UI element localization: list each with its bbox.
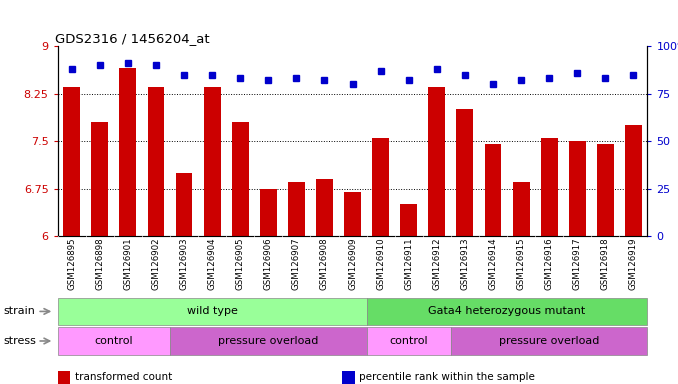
Text: GSM126903: GSM126903 <box>180 237 188 290</box>
Text: GSM126912: GSM126912 <box>433 237 441 290</box>
Text: GDS2316 / 1456204_at: GDS2316 / 1456204_at <box>55 32 210 45</box>
Text: stress: stress <box>3 336 36 346</box>
Text: GSM126914: GSM126914 <box>489 237 498 290</box>
Text: GSM126902: GSM126902 <box>151 237 161 290</box>
Text: pressure overload: pressure overload <box>499 336 599 346</box>
Bar <box>372 138 389 236</box>
Text: wild type: wild type <box>186 306 237 316</box>
Text: GSM126910: GSM126910 <box>376 237 385 290</box>
Bar <box>428 87 445 236</box>
Text: Gata4 heterozygous mutant: Gata4 heterozygous mutant <box>428 306 586 316</box>
Text: GSM126904: GSM126904 <box>207 237 216 290</box>
Text: GSM126909: GSM126909 <box>348 237 357 290</box>
Text: percentile rank within the sample: percentile rank within the sample <box>359 372 535 382</box>
Bar <box>625 125 642 236</box>
Bar <box>260 189 277 236</box>
Text: transformed count: transformed count <box>75 372 172 382</box>
Text: GSM126895: GSM126895 <box>67 237 76 290</box>
Bar <box>541 138 557 236</box>
Text: GSM126917: GSM126917 <box>573 237 582 290</box>
Text: GSM126915: GSM126915 <box>517 237 525 290</box>
Bar <box>63 87 80 236</box>
Text: GSM126918: GSM126918 <box>601 237 610 290</box>
Bar <box>176 173 193 236</box>
Bar <box>119 68 136 236</box>
Bar <box>92 122 108 236</box>
Text: GSM126905: GSM126905 <box>236 237 245 290</box>
Bar <box>232 122 249 236</box>
Text: GSM126901: GSM126901 <box>123 237 132 290</box>
Bar <box>400 205 417 236</box>
Bar <box>485 144 502 236</box>
Text: control: control <box>94 336 133 346</box>
Bar <box>513 182 530 236</box>
Bar <box>203 87 220 236</box>
Text: GSM126907: GSM126907 <box>292 237 301 290</box>
Bar <box>456 109 473 236</box>
Text: pressure overload: pressure overload <box>218 336 319 346</box>
Text: GSM126911: GSM126911 <box>404 237 413 290</box>
Bar <box>288 182 305 236</box>
Text: control: control <box>389 336 428 346</box>
Text: GSM126919: GSM126919 <box>629 237 638 290</box>
Bar <box>316 179 333 236</box>
Text: GSM126916: GSM126916 <box>544 237 554 290</box>
Bar <box>148 87 164 236</box>
Text: GSM126913: GSM126913 <box>460 237 469 290</box>
Bar <box>597 144 614 236</box>
Text: strain: strain <box>3 306 35 316</box>
Text: GSM126906: GSM126906 <box>264 237 273 290</box>
Text: GSM126898: GSM126898 <box>96 237 104 290</box>
Text: GSM126908: GSM126908 <box>320 237 329 290</box>
Bar <box>569 141 586 236</box>
Bar <box>344 192 361 236</box>
